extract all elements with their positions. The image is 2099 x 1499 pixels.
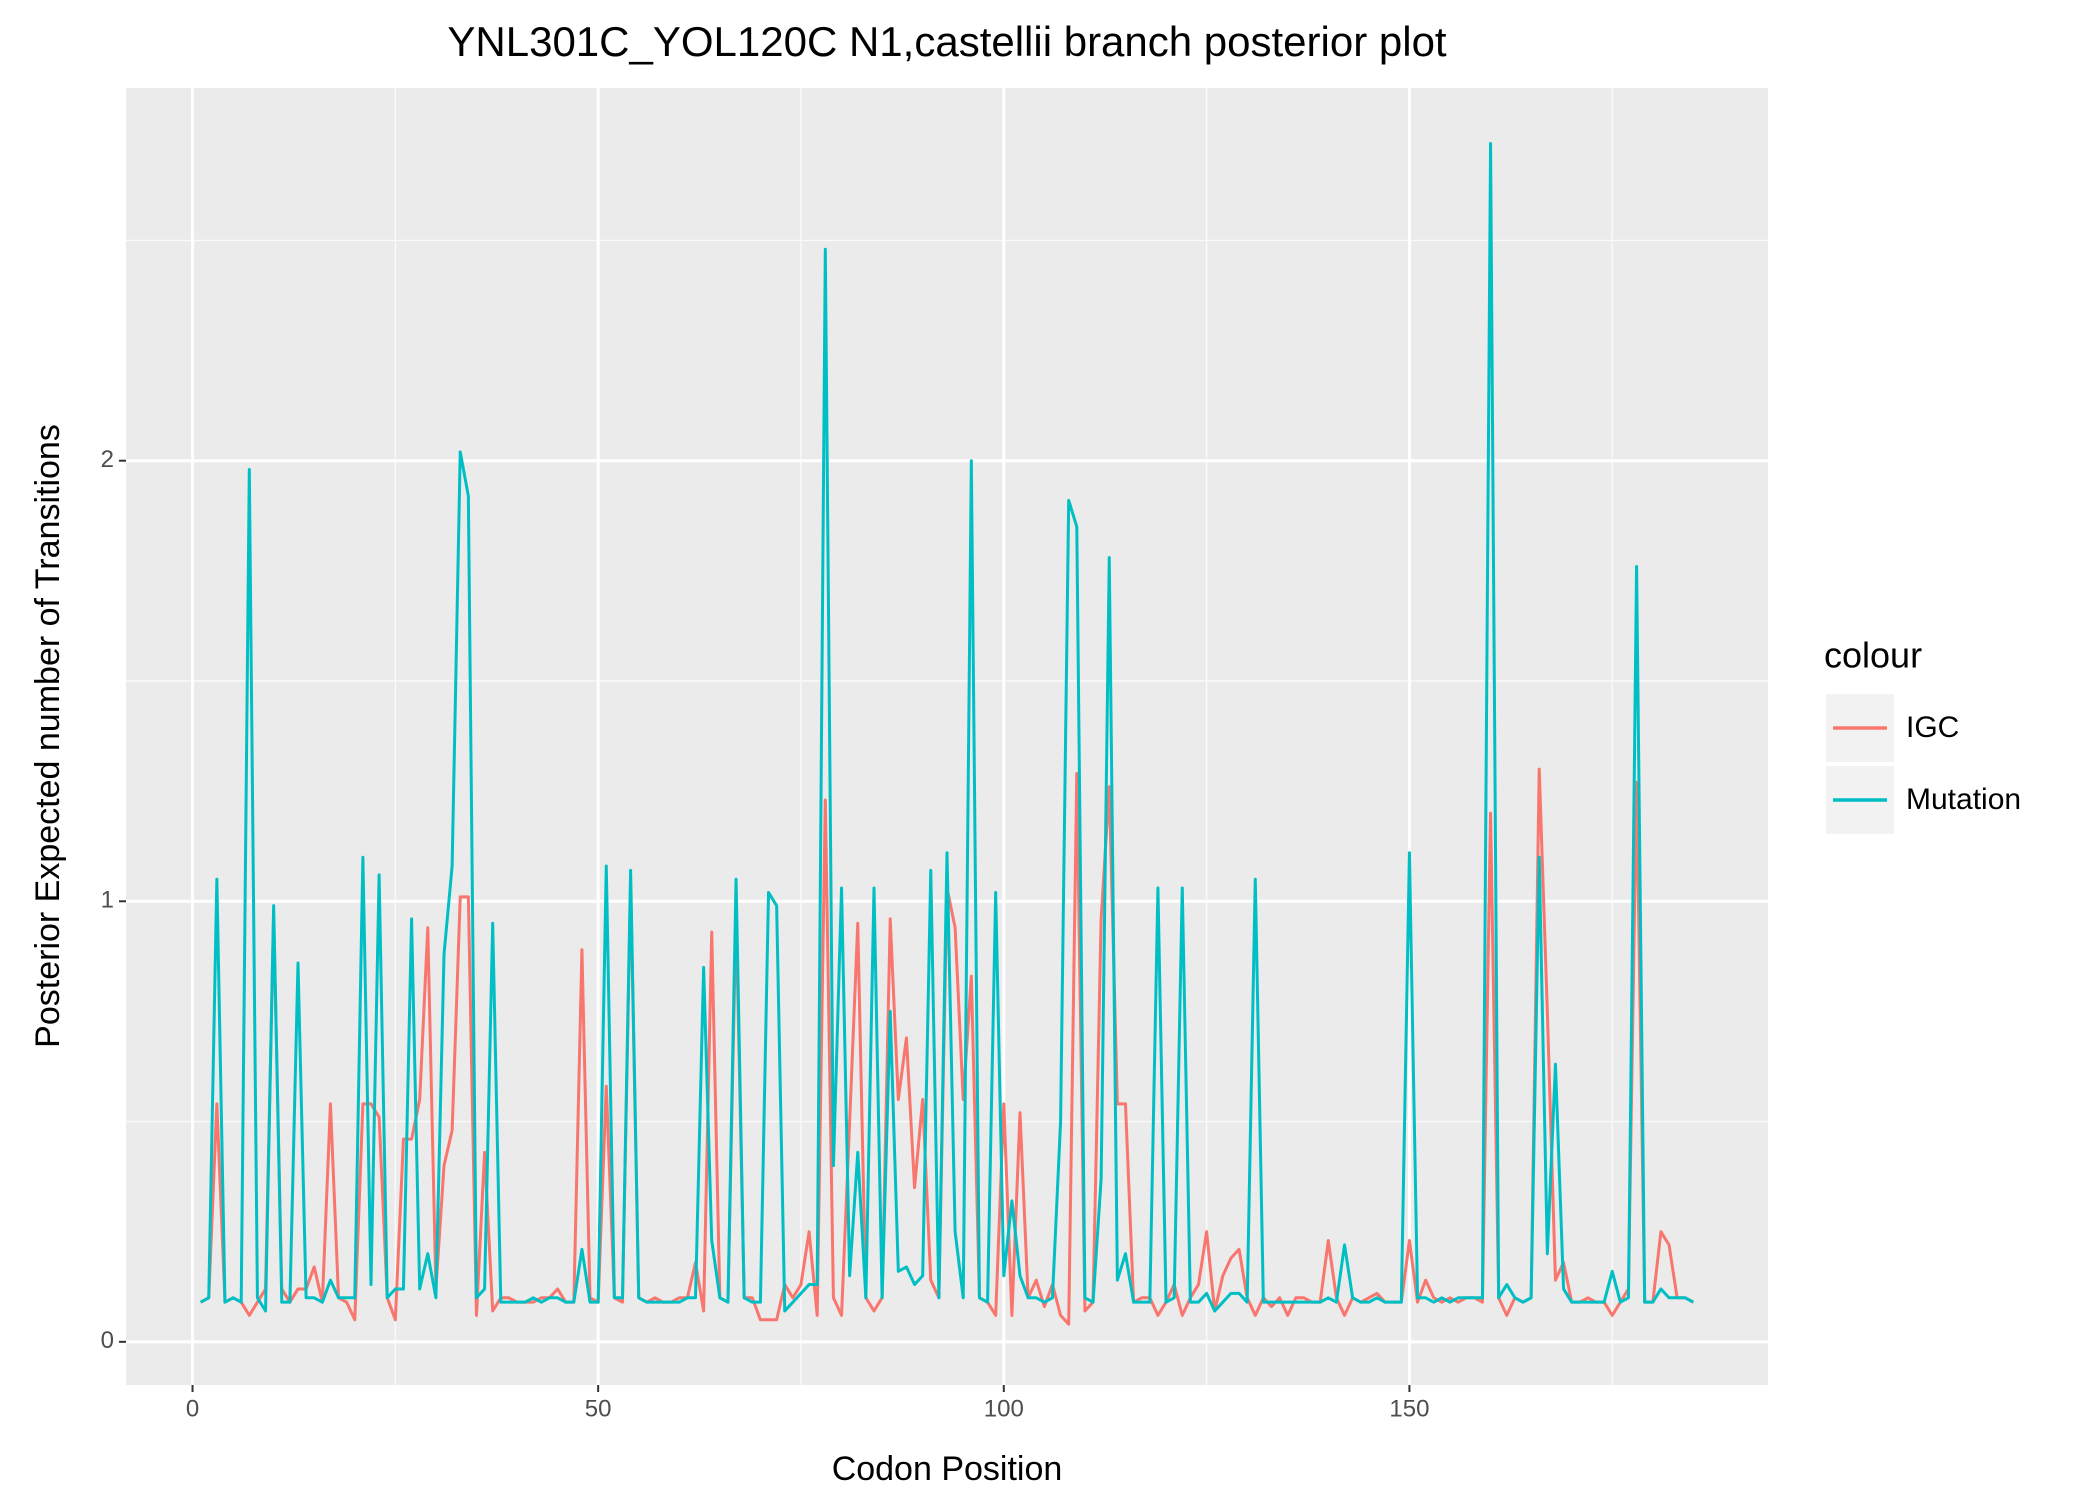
y-tick-label: 2	[101, 446, 114, 473]
legend-label: Mutation	[1906, 783, 2021, 816]
x-tick-label: 100	[984, 1395, 1024, 1422]
legend-title: colour	[1824, 635, 1922, 676]
series-line	[199, 142, 1695, 1313]
legend-label: IGC	[1906, 711, 1959, 744]
y-tick-label: 0	[101, 1327, 114, 1354]
x-tick-label: 150	[1389, 1395, 1429, 1422]
grid	[126, 88, 1768, 1385]
x-tick-label: 0	[186, 1395, 199, 1422]
x-tick-label: 50	[585, 1395, 612, 1422]
y-axis-title: Posterior Expected number of Transitions	[29, 424, 67, 1048]
chart-title: YNL301C_YOL120C N1,castellii branch post…	[447, 18, 1447, 65]
legend: IGC Mutation	[1826, 694, 2021, 834]
lines	[199, 142, 1695, 1326]
x-axis-title: Codon Position	[832, 1450, 1063, 1488]
y-tick-label: 1	[101, 887, 114, 914]
